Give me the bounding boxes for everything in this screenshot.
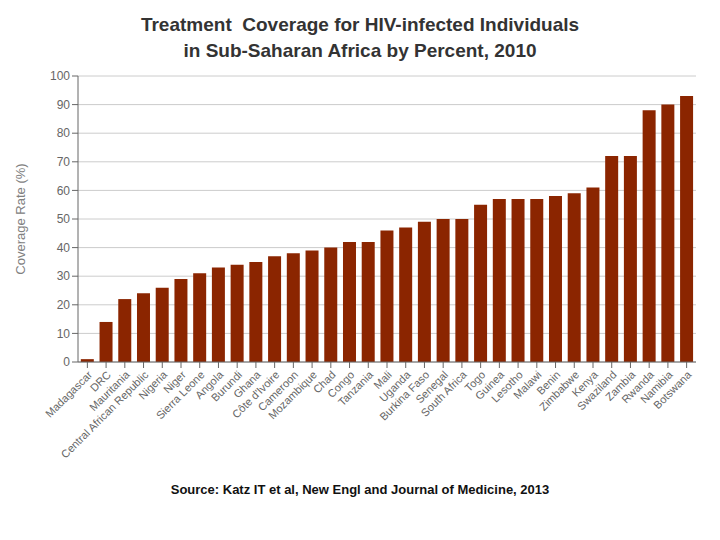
- svg-text:Lesotho: Lesotho: [488, 368, 525, 405]
- svg-text:Zimbabwe: Zimbabwe: [536, 368, 582, 413]
- svg-text:South Africa: South Africa: [418, 368, 469, 419]
- svg-text:Benin: Benin: [534, 368, 563, 397]
- svg-text:Mozambique: Mozambique: [266, 368, 319, 421]
- svg-text:Burkina Faso: Burkina Faso: [377, 368, 432, 423]
- html-text:Treatment Coverage for HIV-inf: Treatment Coverage for HIV-infected Indi…: [140, 14, 580, 35]
- svg-text:Tanzania: Tanzania: [336, 368, 376, 408]
- html-text:in Sub-Saharan Africa by Perce: in Sub-Saharan Africa by Percent, 2010: [183, 40, 537, 61]
- svg-text:Namibia: Namibia: [637, 368, 675, 406]
- svg-text:Zambia: Zambia: [603, 368, 638, 403]
- svg-text:60: 60: [57, 184, 71, 198]
- svg-text:0: 0: [63, 355, 70, 369]
- svg-text:Senegal: Senegal: [413, 368, 451, 406]
- svg-text:40: 40: [57, 241, 71, 255]
- svg-text:20: 20: [57, 298, 71, 312]
- svg-text:Burundi: Burundi: [208, 368, 245, 404]
- svg-text:10: 10: [57, 327, 71, 341]
- svg-text:Chad: Chad: [310, 368, 338, 396]
- svg-text:100: 100: [50, 69, 70, 83]
- svg-text:Mauritania: Mauritania: [87, 368, 132, 414]
- svg-text:Central African Republic: Central African Republic: [59, 368, 151, 460]
- svg-text:Mali: Mali: [371, 368, 394, 392]
- svg-text:Togo: Togo: [462, 368, 488, 394]
- svg-text:50: 50: [57, 212, 71, 226]
- svg-text:Nigeria: Nigeria: [136, 368, 170, 402]
- html-text:Source: Katz IT et al, New Eng: Source: Katz IT et al, New Engl and Jour…: [170, 482, 550, 497]
- svg-text:Cameroon: Cameroon: [255, 368, 301, 414]
- svg-text:Congo: Congo: [325, 368, 357, 400]
- svg-text:90: 90: [57, 98, 71, 112]
- svg-text:Côte d'Ivoire: Côte d'Ivoire: [229, 368, 282, 421]
- svg-text:70: 70: [57, 155, 71, 169]
- svg-text:Madagascar: Madagascar: [43, 368, 95, 420]
- svg-text:Botswana: Botswana: [651, 368, 694, 411]
- svg-text:Coverage Rate (%): Coverage Rate (%): [13, 163, 28, 274]
- svg-text:Kenya: Kenya: [569, 368, 600, 399]
- svg-text:DRC: DRC: [87, 368, 113, 394]
- svg-text:Angola: Angola: [192, 368, 226, 402]
- svg-text:Rwanda: Rwanda: [619, 368, 657, 406]
- svg-text:Sierra Leone: Sierra Leone: [153, 368, 207, 422]
- svg-text:Malawi: Malawi: [511, 368, 544, 402]
- svg-text:Swaziland: Swaziland: [574, 368, 619, 413]
- svg-text:Guinea: Guinea: [472, 368, 507, 402]
- svg-text:Uganda: Uganda: [376, 368, 413, 405]
- svg-text:Niger: Niger: [160, 368, 188, 396]
- svg-text:30: 30: [57, 269, 71, 283]
- svg-text:80: 80: [57, 126, 71, 140]
- svg-text:Ghana: Ghana: [231, 368, 263, 401]
